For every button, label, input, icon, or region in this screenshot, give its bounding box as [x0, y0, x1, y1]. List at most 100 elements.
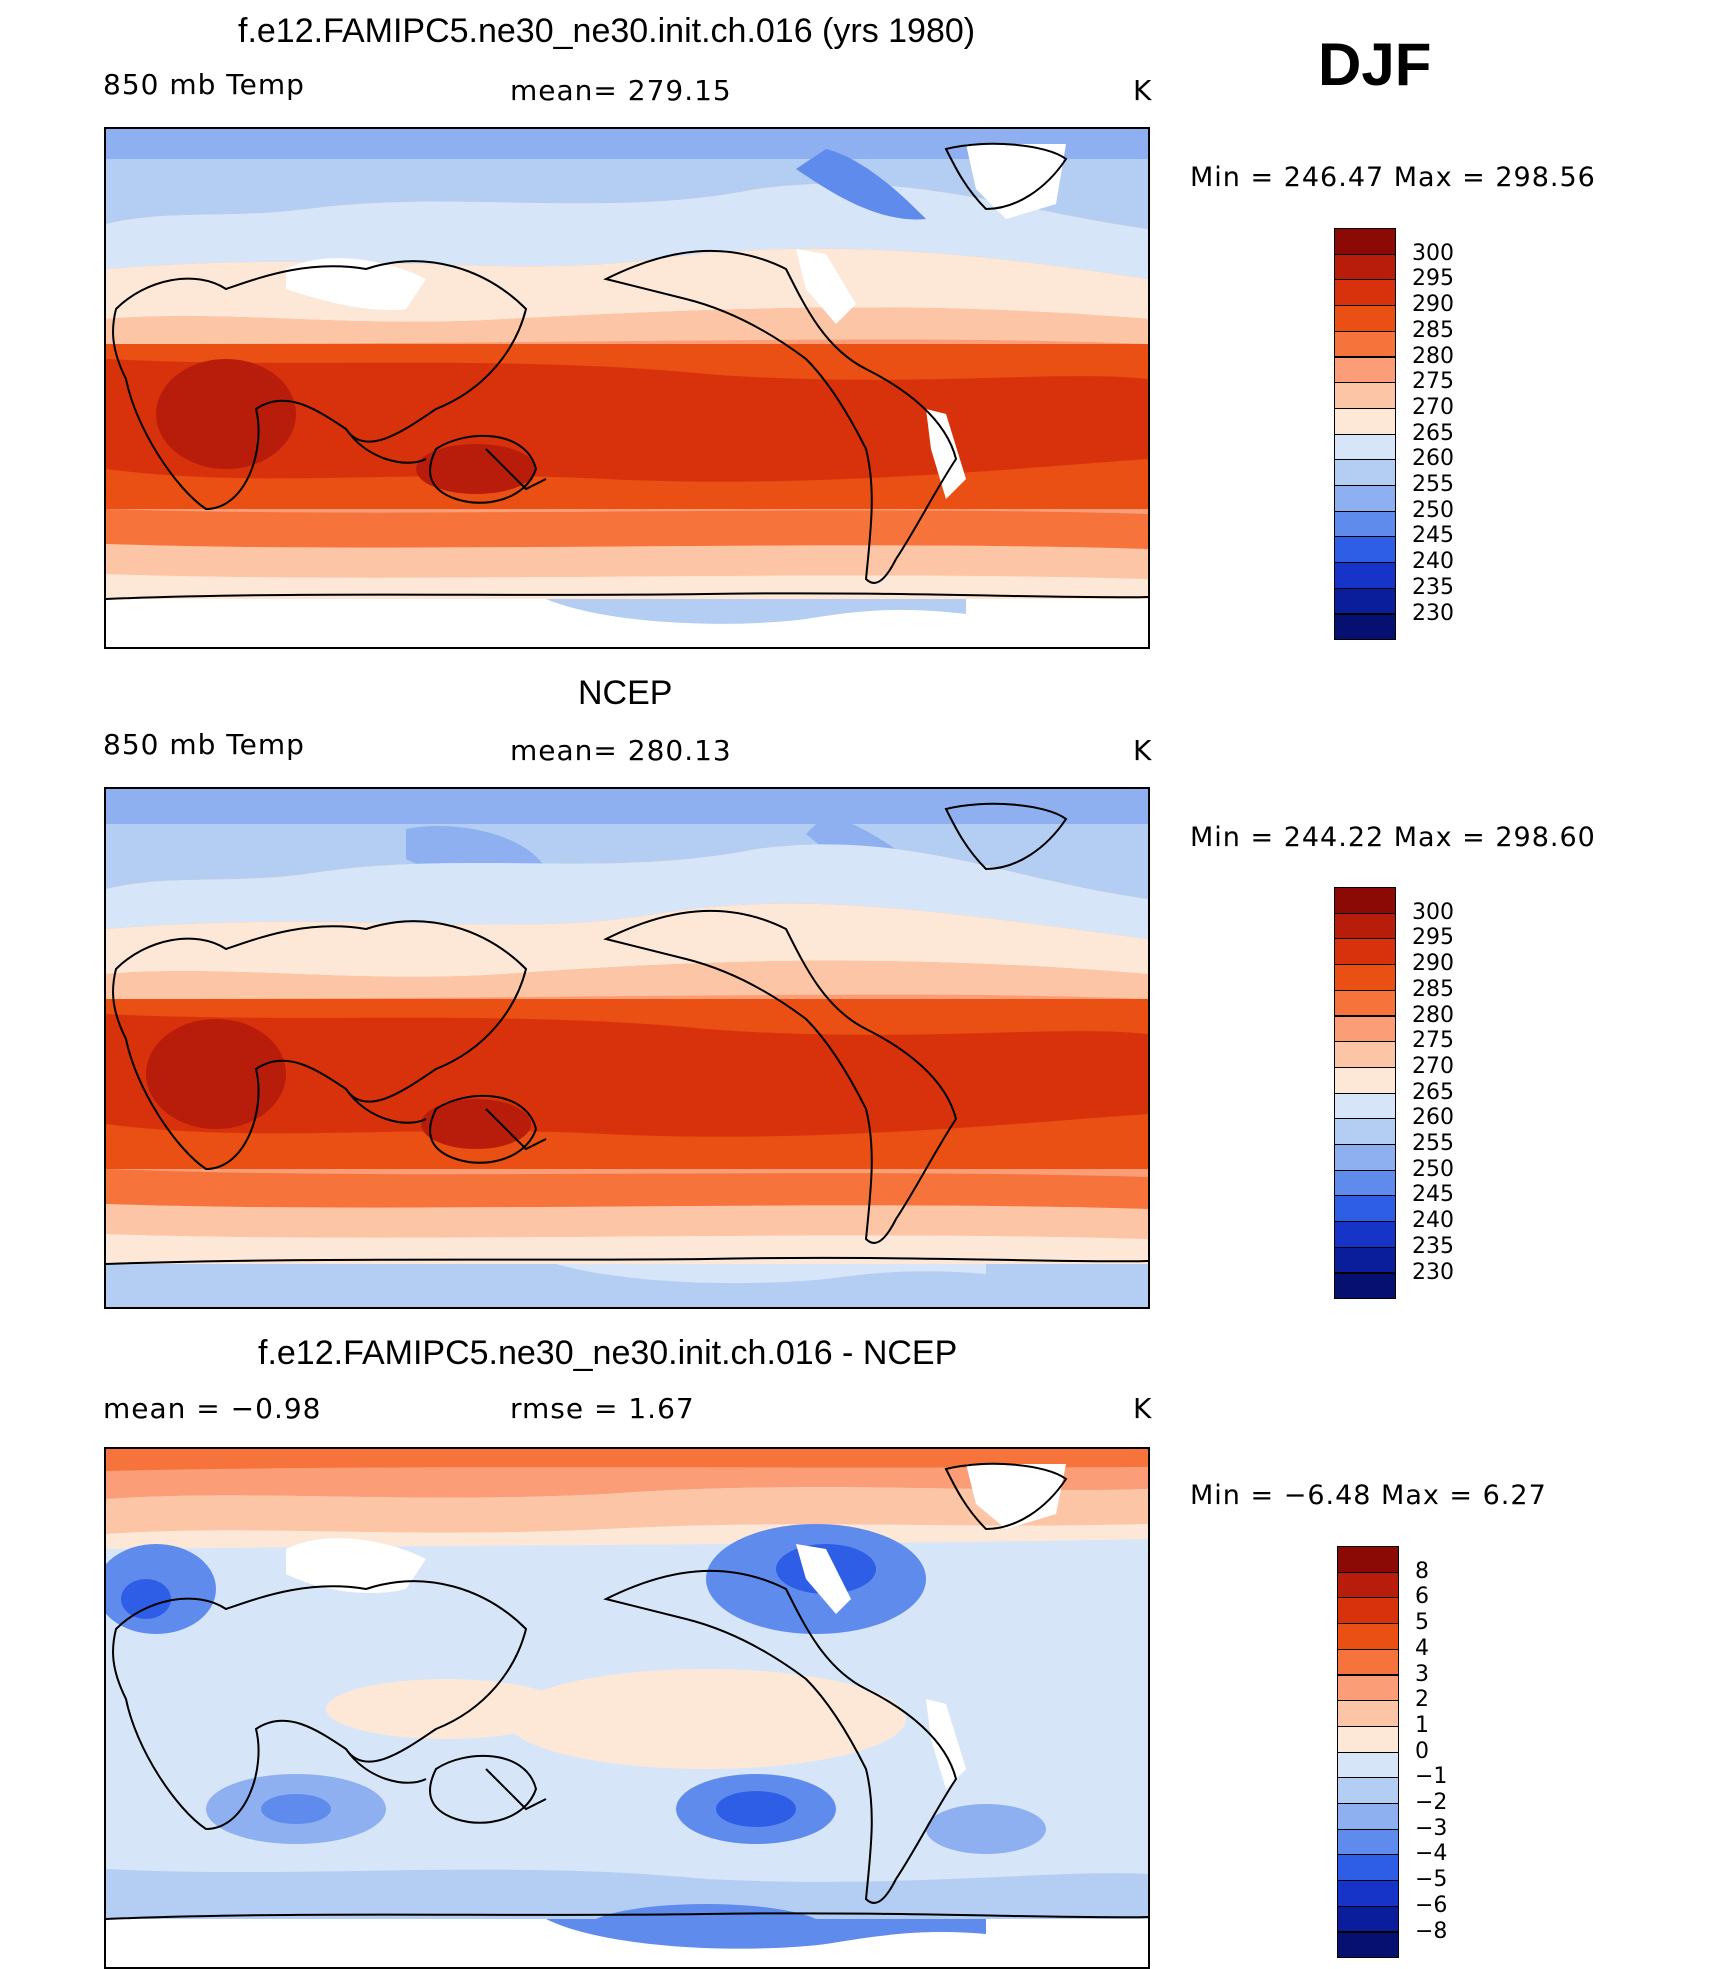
colorbar-tick-label: 260 [1412, 1105, 1454, 1131]
colorbar-swatch [1334, 228, 1396, 255]
colorbar-swatch [1334, 1221, 1396, 1248]
panel3-rmse: rmse = 1.67 [510, 1392, 695, 1425]
colorbar-swatch [1334, 382, 1396, 409]
colorbar-swatch [1334, 1066, 1396, 1094]
colorbar-tick-label: 275 [1412, 369, 1454, 395]
colorbar-swatch [1334, 1169, 1396, 1197]
panel1-title: f.e12.FAMIPC5.ne30_ne30.init.ch.016 (yrs… [238, 12, 976, 50]
colorbar-swatch [1334, 330, 1396, 358]
panel1-mean: mean= 279.15 [510, 74, 732, 107]
colorbar-swatch [1334, 1015, 1396, 1043]
colorbar-tick-label: 280 [1412, 343, 1454, 369]
colorbar-swatch [1334, 989, 1396, 1017]
colorbar-swatch [1337, 1597, 1399, 1625]
colorbar-tick-label: 235 [1412, 1233, 1454, 1259]
colorbar-swatch [1334, 485, 1396, 512]
colorbar-swatch [1334, 279, 1396, 307]
colorbar-tick-label: 265 [1412, 420, 1454, 446]
colorbar-swatch [1334, 587, 1396, 615]
panel2-minmax: Min = 244.22 Max = 298.60 [1190, 822, 1596, 853]
colorbar-tick-label: 265 [1412, 1079, 1454, 1105]
colorbar-swatch [1337, 1700, 1399, 1727]
colorbar-swatch [1334, 1092, 1396, 1120]
colorbar-tick-label: 295 [1412, 925, 1454, 951]
colorbar-tick-label: −1 [1415, 1764, 1448, 1790]
colorbar-tick-label: −8 [1415, 1918, 1448, 1944]
colorbar-swatch [1334, 433, 1396, 461]
colorbar-tick-label: 4 [1415, 1635, 1429, 1661]
colorbar-tick-label: 295 [1412, 266, 1454, 292]
colorbar-swatch [1337, 1674, 1399, 1702]
colorbar-tick-label: 8 [1415, 1558, 1429, 1584]
panel2-mean: mean= 280.13 [510, 734, 732, 767]
colorbar-swatch [1334, 1041, 1396, 1068]
map-panel-ncep [104, 787, 1150, 1309]
map-panel-difference [104, 1447, 1150, 1969]
colorbar-swatch [1337, 1725, 1399, 1753]
map-panel-model [104, 127, 1150, 649]
colorbar-swatch [1334, 536, 1396, 564]
colorbar-swatch [1334, 253, 1396, 281]
colorbar-tick-label: −4 [1415, 1841, 1448, 1867]
colorbar-tick-label: 270 [1412, 1053, 1454, 1079]
colorbar-swatch [1334, 964, 1396, 991]
colorbar-swatch [1337, 1854, 1399, 1882]
panel2-variable-label: 850 mb Temp [103, 728, 305, 761]
colorbar-swatch [1337, 1648, 1399, 1676]
colorbar-tick-label: 300 [1412, 899, 1454, 925]
panel3-title: f.e12.FAMIPC5.ne30_ne30.init.ch.016 - NC… [258, 1334, 958, 1372]
colorbar-tick-label: 260 [1412, 446, 1454, 472]
colorbar-tick-label: 255 [1412, 1131, 1454, 1156]
colorbar-tick-label: 1 [1415, 1712, 1429, 1738]
colorbar-tick-label: 300 [1412, 240, 1454, 266]
panel1-minmax: Min = 246.47 Max = 298.56 [1190, 162, 1596, 193]
colorbar-swatch [1334, 887, 1396, 914]
colorbar-tick-label: 2 [1415, 1687, 1429, 1713]
colorbar-tick-label: −3 [1415, 1815, 1448, 1841]
panel1-units: K [1133, 74, 1153, 107]
colorbar-tick-label: 3 [1415, 1661, 1429, 1687]
colorbar-tick-label: 275 [1412, 1028, 1454, 1054]
colorbar-tick-label: 280 [1412, 1002, 1454, 1028]
colorbar-swatch [1337, 1905, 1399, 1933]
colorbar-tick-label: 0 [1415, 1738, 1429, 1764]
colorbar-swatch [1334, 562, 1396, 589]
colorbar-tick-label: −2 [1415, 1790, 1448, 1815]
colorbar-tick-label: 240 [1412, 549, 1454, 575]
colorbar-swatch [1334, 356, 1396, 384]
colorbar-tick-label: 235 [1412, 574, 1454, 600]
colorbar-tick-label: −6 [1415, 1892, 1448, 1918]
colorbar-tick-label: 285 [1412, 317, 1454, 343]
colorbar-tick-label: 255 [1412, 472, 1454, 497]
colorbar-tick-label: −5 [1415, 1867, 1448, 1893]
colorbar-swatch [1337, 1751, 1399, 1779]
colorbar-swatch [1334, 510, 1396, 538]
panel3-minmax: Min = −6.48 Max = 6.27 [1190, 1480, 1547, 1511]
colorbar-swatch [1334, 1144, 1396, 1171]
panel2-title: NCEP [578, 674, 673, 712]
colorbar-tick-label: 285 [1412, 976, 1454, 1002]
colorbar-swatch [1334, 912, 1396, 940]
colorbar-swatch [1337, 1931, 1399, 1959]
colorbar-swatch [1334, 407, 1396, 435]
colorbar-tick-label: 245 [1412, 523, 1454, 549]
panel3-mean: mean = −0.98 [103, 1392, 322, 1425]
colorbar-tick-label: 240 [1412, 1208, 1454, 1234]
colorbar-swatch [1337, 1623, 1399, 1650]
colorbar-tick-label: 230 [1412, 1259, 1454, 1285]
colorbar-swatch [1337, 1571, 1399, 1599]
colorbar-tick-label: 250 [1412, 1156, 1454, 1182]
colorbar-swatch [1334, 1195, 1396, 1223]
colorbar-swatch [1334, 1272, 1396, 1300]
colorbar-tick-label: 6 [1415, 1584, 1429, 1610]
colorbar-swatch [1334, 1246, 1396, 1274]
season-label: DJF [1318, 31, 1432, 98]
colorbar-tick-label: 5 [1415, 1610, 1429, 1636]
colorbar-tick-label: 250 [1412, 497, 1454, 523]
colorbar-swatch [1334, 938, 1396, 966]
colorbar-swatch [1337, 1803, 1399, 1830]
colorbar-tick-label: 245 [1412, 1182, 1454, 1208]
panel2-units: K [1133, 734, 1153, 767]
colorbar-tick-label: 270 [1412, 394, 1454, 420]
colorbar-swatch [1337, 1828, 1399, 1856]
